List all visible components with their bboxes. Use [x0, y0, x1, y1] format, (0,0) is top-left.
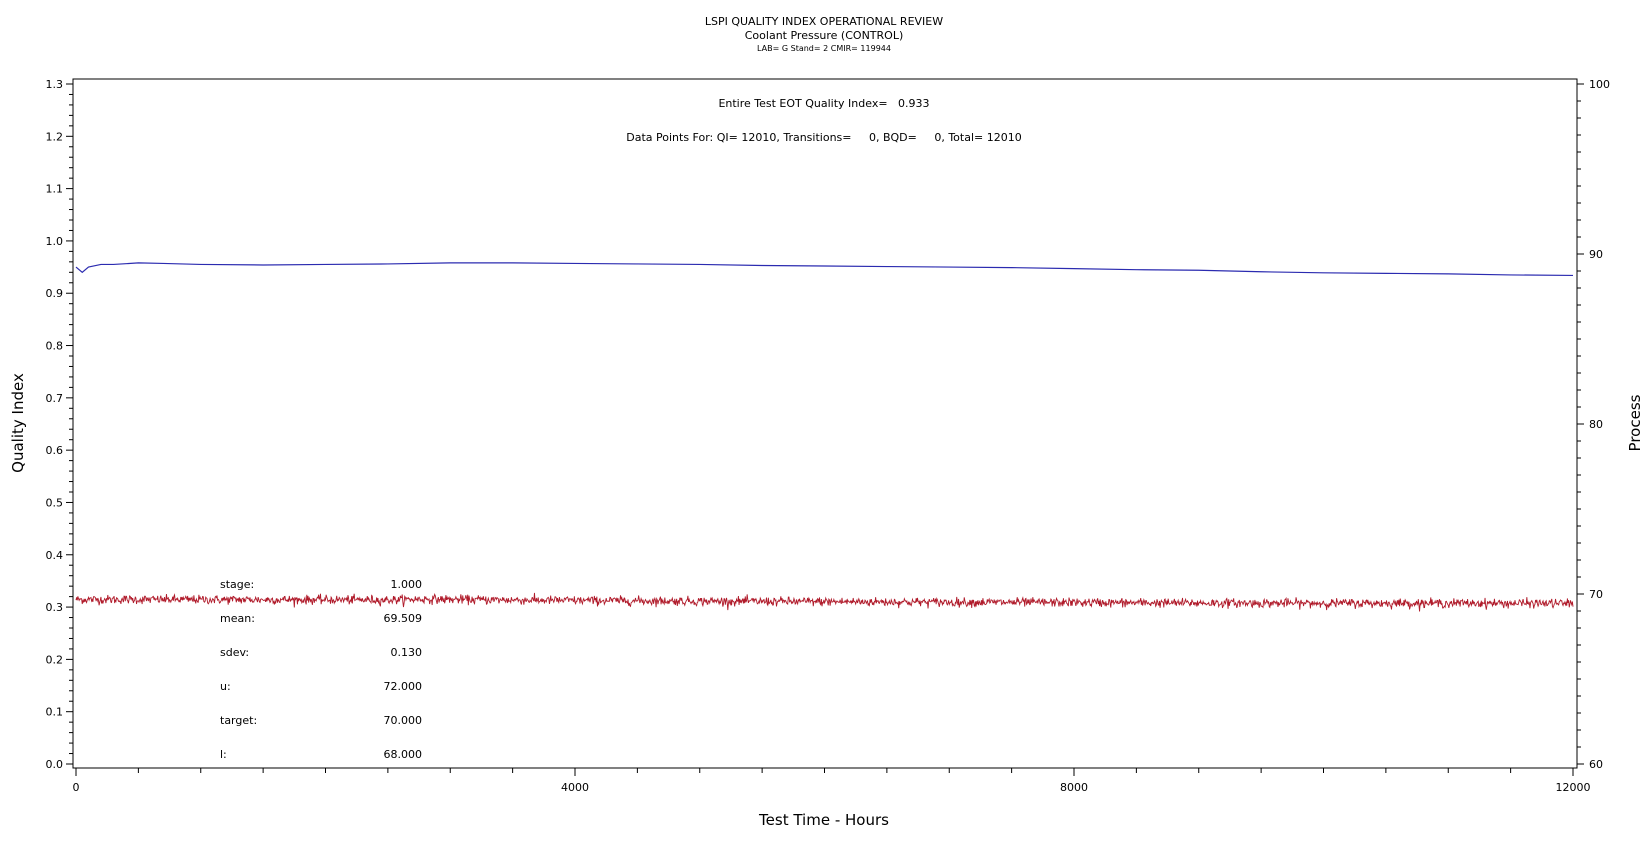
x-tick-label: 8000 — [1060, 781, 1088, 794]
chart-title: LSPI QUALITY INDEX OPERATIONAL REVIEW — [705, 15, 943, 28]
y-tick-label: 1.1 — [46, 183, 64, 196]
stats-block: stage: 1.000 mean: 69.509 sdev: 0.130 u: 72.000… — [220, 578, 422, 761]
y-tick-label: 0.7 — [46, 392, 64, 405]
stat-label: l: — [220, 748, 227, 761]
stat-value: 1.000 — [391, 578, 423, 591]
chart-subtitle-ids: LAB= G Stand= 2 CMIR= 119944 — [757, 44, 891, 53]
quality-index-line — [75, 262, 1574, 277]
y2-tick-label: 60 — [1589, 758, 1603, 771]
x-tick-label: 0 — [73, 781, 80, 794]
stat-label: u: — [220, 680, 231, 693]
stat-value: 0.130 — [391, 646, 423, 659]
stat-label: stage: — [220, 578, 254, 591]
eot-quality-annotation: Entire Test EOT Quality Index= 0.933 — [718, 97, 929, 110]
y-tick-label: 1.3 — [46, 78, 64, 91]
y-tick-label: 0.4 — [46, 549, 64, 562]
y-tick-label: 0.6 — [46, 444, 64, 457]
y-tick-label: 1.2 — [46, 130, 64, 143]
y-axis-label: Quality Index — [9, 373, 27, 473]
data-points-annotation: Data Points For: QI= 12010, Transitions=… — [626, 131, 1021, 144]
x-axis: 0 4000 8000 12000 — [73, 768, 1591, 794]
stat-label: mean: — [220, 612, 255, 625]
stat-value: 69.509 — [384, 612, 423, 625]
plot-frame — [72, 78, 1578, 769]
stat-value: 68.000 — [384, 748, 423, 761]
y2-tick-label: 70 — [1589, 588, 1603, 601]
y-axis-right: 60 70 80 90 100 — [1577, 78, 1610, 771]
stat-value: 70.000 — [384, 714, 423, 727]
y-tick-label: 0.3 — [46, 601, 64, 614]
y-tick-label: 0.2 — [46, 653, 64, 666]
y-tick-label: 1.0 — [46, 235, 64, 248]
y-axis-left: 0.0 0.1 0.2 0.3 0.4 0.5 0.6 0.7 0.8 0.9 1.0 1.1 1.2 1… — [46, 78, 73, 771]
y-tick-label: 0.0 — [46, 758, 64, 771]
y2-tick-label: 100 — [1589, 78, 1610, 91]
y-tick-label: 0.1 — [46, 706, 64, 719]
stat-label: target: — [220, 714, 257, 727]
y-tick-label: 0.9 — [46, 287, 64, 300]
process-line — [75, 592, 1574, 612]
stat-label: sdev: — [220, 646, 249, 659]
y2-axis-label: Process — [1626, 394, 1644, 451]
y2-tick-label: 90 — [1589, 248, 1603, 261]
x-tick-label: 12000 — [1556, 781, 1591, 794]
x-axis-label: Test Time - Hours — [758, 811, 889, 829]
y2-tick-label: 80 — [1589, 418, 1603, 431]
x-tick-label: 4000 — [561, 781, 589, 794]
y-tick-label: 0.5 — [46, 496, 64, 509]
series-layer — [75, 262, 1574, 612]
chart-subtitle: Coolant Pressure (CONTROL) — [745, 29, 904, 42]
stat-value: 72.000 — [384, 680, 423, 693]
y-tick-label: 0.8 — [46, 340, 64, 353]
